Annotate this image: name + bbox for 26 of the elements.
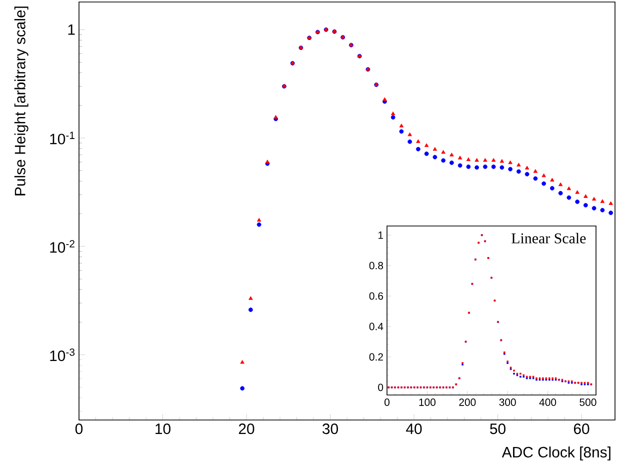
x-tick-label: 40 xyxy=(406,424,422,434)
x-tick-label: 300 xyxy=(499,398,516,406)
x-tick-label: 100 xyxy=(419,398,436,406)
x-tick-label: 500 xyxy=(580,398,596,406)
y-tick-label: 10$^{-1}$ xyxy=(50,132,74,144)
y-tick-label: 0.2 xyxy=(369,353,383,361)
x-tick-label: 10 xyxy=(156,424,170,434)
x-tick-label: 60 xyxy=(574,424,590,434)
y-tick-label: 1 xyxy=(378,232,383,239)
y-tick-label: 0.8 xyxy=(369,262,384,270)
x-tick-label: 50 xyxy=(490,424,506,434)
y-tick-label: 0.6 xyxy=(369,292,384,300)
y-tick-label: 0 xyxy=(378,384,384,392)
y-tick-label: 1 xyxy=(68,24,75,35)
x-tick-label: 30 xyxy=(322,424,338,434)
y-axis-title: Pulse Height [arbitrary scale] xyxy=(14,6,28,196)
y-tick-label: 10$^{-2}$ xyxy=(50,240,74,253)
x-axis-title: ADC Clock [8ns] xyxy=(502,446,610,460)
x-tick-label: 200 xyxy=(459,398,476,406)
y-tick-label: 0.4 xyxy=(369,322,384,330)
x-tick-label: 400 xyxy=(539,398,556,406)
x-tick-label: 20 xyxy=(238,424,254,434)
y-tick-label: 10$^{-3}$ xyxy=(50,348,75,362)
x-tick-label: 0 xyxy=(384,398,390,406)
annotation: Linear Scale xyxy=(512,232,586,244)
x-tick-label: 0 xyxy=(75,424,83,434)
